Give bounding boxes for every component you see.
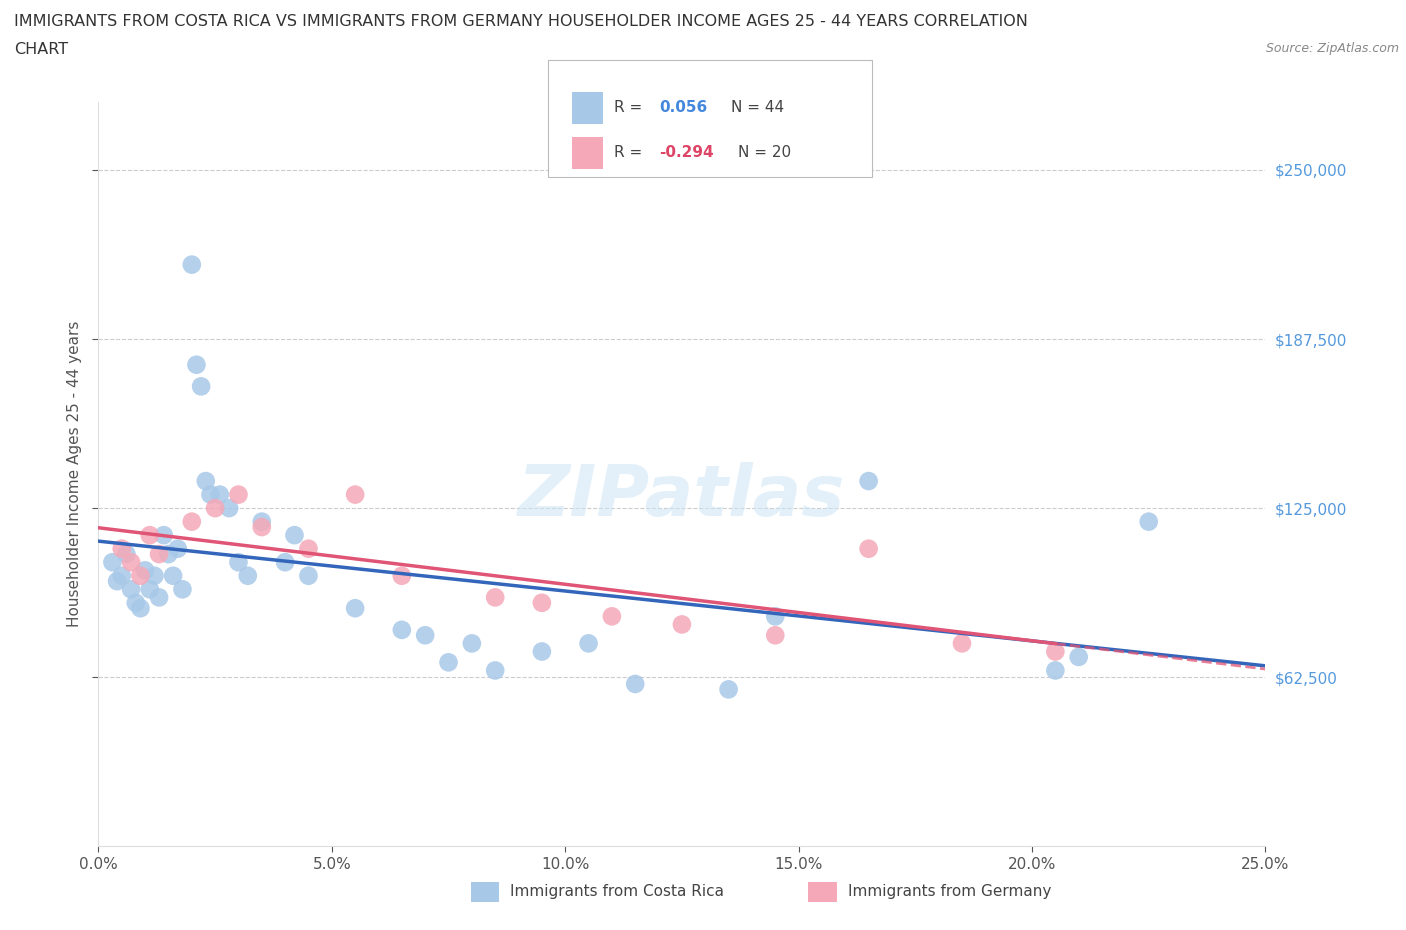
Point [530,644,553,659]
Point [600,609,623,624]
Point [148,547,170,562]
Point [166,541,188,556]
Point [152,527,174,542]
Point [1045,663,1067,678]
Point [180,514,202,529]
Point [274,555,297,570]
Point [236,568,259,583]
Text: N = 20: N = 20 [738,145,792,160]
Point [139,582,162,597]
Point [228,487,250,502]
Point [218,500,240,515]
Point [858,541,880,556]
Point [228,555,250,570]
Point [391,568,413,583]
Point [105,574,128,589]
Text: 0.056: 0.056 [659,100,707,115]
Point [129,601,152,616]
Point [763,628,786,643]
Text: Source: ZipAtlas.com: Source: ZipAtlas.com [1265,42,1399,55]
Point [950,636,973,651]
Text: ZIPatlas: ZIPatlas [519,462,845,531]
Point [391,622,413,637]
Point [148,590,170,604]
Text: R =: R = [614,100,648,115]
Point [186,357,208,372]
Point [1067,649,1090,664]
Point [143,568,166,583]
Point [101,555,124,570]
Point [484,590,506,604]
Point [250,520,273,535]
Point [250,514,273,529]
Point [204,500,226,515]
Text: Immigrants from Germany: Immigrants from Germany [848,884,1052,899]
Text: Immigrants from Costa Rica: Immigrants from Costa Rica [510,884,724,899]
Point [162,568,184,583]
Point [194,473,217,488]
Point [190,379,212,393]
Point [858,473,880,488]
Point [484,663,506,678]
Point [530,595,553,610]
Point [157,547,180,562]
Point [1045,644,1067,659]
Point [129,568,152,583]
Point [461,636,484,651]
Point [763,609,786,624]
Point [297,568,319,583]
Point [200,487,222,502]
Point [297,541,319,556]
Point [671,617,693,631]
Point [172,582,194,597]
Point [125,595,148,610]
Text: -0.294: -0.294 [659,145,714,160]
Point [717,682,740,697]
Point [111,568,134,583]
Point [115,547,138,562]
Y-axis label: Householder Income Ages 25 - 44 years: Householder Income Ages 25 - 44 years [66,321,82,628]
Point [413,628,436,643]
Point [437,655,460,670]
Point [344,487,367,502]
Text: R =: R = [614,145,648,160]
Point [120,555,142,570]
Point [578,636,600,651]
Point [111,541,134,556]
Point [624,676,647,691]
Point [208,487,231,502]
Point [1137,514,1160,529]
Point [134,563,156,578]
Point [139,527,162,542]
Point [344,601,367,616]
Point [180,258,202,272]
Text: N = 44: N = 44 [731,100,785,115]
Text: CHART: CHART [14,42,67,57]
Point [120,582,142,597]
Text: IMMIGRANTS FROM COSTA RICA VS IMMIGRANTS FROM GERMANY HOUSEHOLDER INCOME AGES 25: IMMIGRANTS FROM COSTA RICA VS IMMIGRANTS… [14,14,1028,29]
Point [283,527,305,542]
